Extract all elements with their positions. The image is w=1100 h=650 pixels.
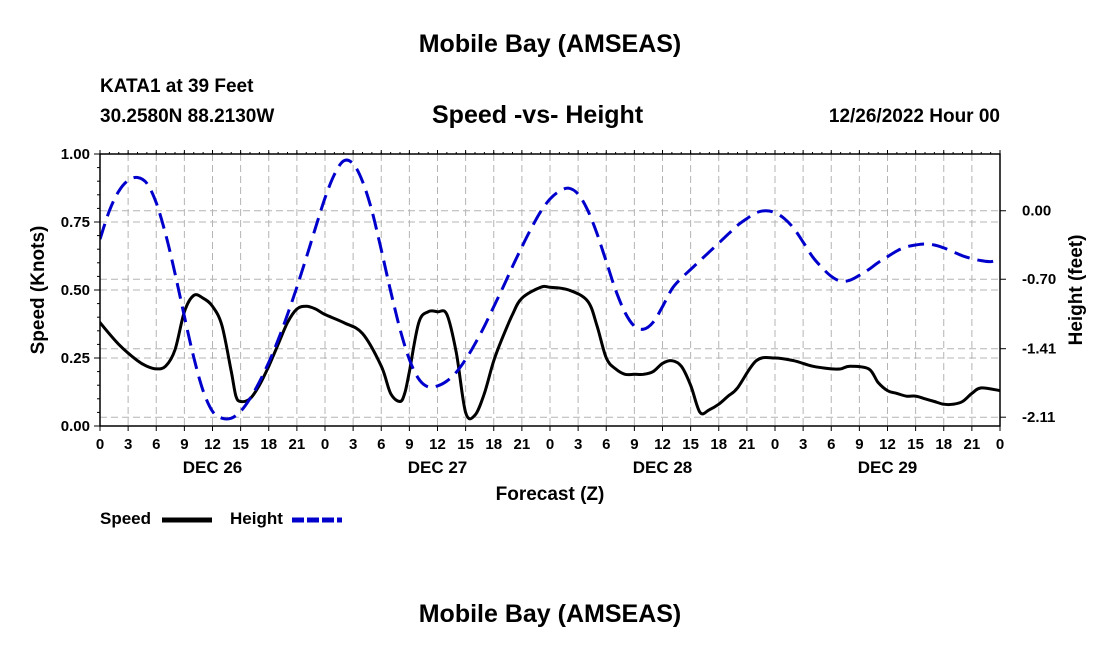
x-tick-label: 12 [879,436,896,453]
day-label: DEC 27 [408,458,468,477]
x-tick-label: 3 [349,436,357,453]
x-tick-label: 6 [602,436,610,453]
x-tick-label: 21 [514,436,531,453]
chart-subtitle: Speed -vs- Height [432,101,644,129]
repeated-chart-title: Mobile Bay (AMSEAS) [418,600,682,628]
day-label: DEC 29 [858,458,918,477]
x-tick-label: 0 [996,436,1004,453]
x-tick-label: 3 [124,436,132,453]
x-tick-label: 3 [799,436,807,453]
x-tick-label: 21 [289,436,306,453]
x-tick-label: 0 [96,436,104,453]
x-tick-label: 21 [964,436,981,453]
x-tick-label: 6 [377,436,385,453]
x-tick-label: 21 [739,436,756,453]
y2-tick-label: 0.00 [1022,203,1051,220]
y-tick-label: 1.00 [61,146,90,163]
y2-axis-label: Height (feet) [1066,235,1087,346]
x-tick-label: 12 [429,436,446,453]
station-coordinates: 30.2580N 88.2130W [100,106,275,127]
x-tick-label: 18 [935,436,952,453]
series-speed-line [100,284,1000,421]
x-axis-label: Forecast (Z) [496,484,605,505]
x-tick-label: 3 [574,436,582,453]
legend-height-label: Height [230,509,283,528]
x-tick-label: 6 [152,436,160,453]
x-tick-label: 9 [630,436,638,453]
day-label: DEC 26 [183,458,243,477]
x-tick-label: 9 [180,436,188,453]
x-tick-label: 15 [682,436,699,453]
station-label: KATA1 at 39 Feet [100,76,254,97]
x-tick-label: 9 [405,436,413,453]
x-tick-label: 18 [260,436,277,453]
y2-tick-label: -0.70 [1022,271,1056,288]
x-tick-label: 12 [654,436,671,453]
x-tick-label: 9 [855,436,863,453]
x-tick-label: 18 [710,436,727,453]
y2-tick-label: -2.11 [1022,409,1055,426]
x-tick-label: 15 [907,436,924,453]
x-tick-label: 15 [457,436,474,453]
y-tick-label: 0.50 [61,282,90,299]
model-run-time: 12/26/2022 Hour 00 [828,106,1000,127]
x-tick-label: 6 [827,436,835,453]
day-label: DEC 28 [633,458,693,477]
x-tick-label: 0 [321,436,329,453]
legend-speed-label: Speed [100,509,152,528]
y-tick-label: 0.75 [61,214,90,231]
x-tick-label: 15 [232,436,249,453]
grid-lines [100,154,1000,426]
x-tick-label: 0 [546,436,554,453]
y2-tick-label: -1.41 [1022,341,1056,358]
y-tick-label: 0.25 [61,350,90,367]
y-tick-label: 0.00 [61,418,90,435]
series-lines [100,158,1000,421]
series-height-line [100,158,1000,421]
axes: 0 3 6 9 12 15 18 21 0 3 6 9 12 15 18 21 0 3 6 9 12 15 18 21 0 3 6 9… [61,146,1056,477]
chart-main-title: Mobile Bay (AMSEAS) [418,30,682,58]
x-tick-label: 12 [204,436,221,453]
x-tick-label: 18 [485,436,502,453]
y-axis-label: Speed (Knots) [28,226,49,355]
x-tick-label: 0 [771,436,779,453]
